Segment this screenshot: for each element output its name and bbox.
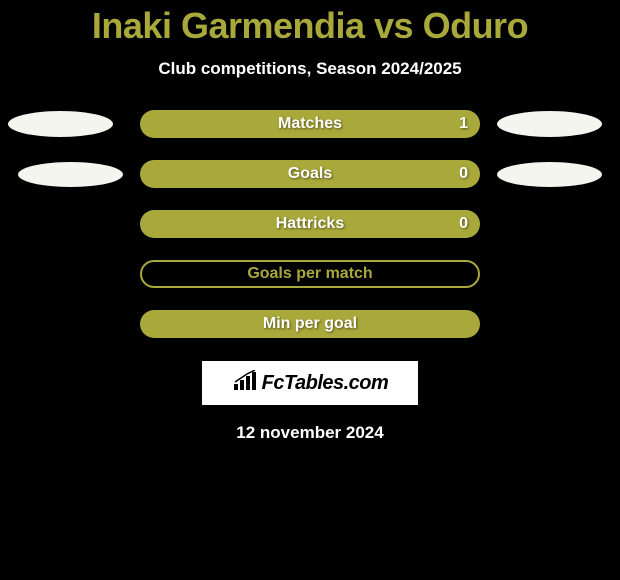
stat-value: 0 [459,165,468,183]
date-text: 12 november 2024 [0,423,620,443]
stat-label: Goals per match [247,265,372,283]
stat-bar: Goals per match [140,260,480,288]
stat-row-hattricks: Hattricks 0 [0,209,620,239]
stat-row-goals-per-match: Goals per match [0,259,620,289]
player-right-ellipse [497,111,602,137]
stat-label: Matches [278,115,342,133]
logo-box: FcTables.com [202,361,418,405]
page-title: Inaki Garmendia vs Oduro [0,5,620,47]
stat-bar: Hattricks 0 [140,210,480,238]
stat-label: Goals [288,165,332,183]
stat-label: Min per goal [263,315,357,333]
stat-value: 0 [459,215,468,233]
stats-list: Matches 1 Goals 0 Hattricks 0 Goals per … [0,109,620,339]
stat-value: 1 [459,115,468,133]
main-container: Inaki Garmendia vs Oduro Club competitio… [0,0,620,443]
subtitle: Club competitions, Season 2024/2025 [0,59,620,79]
stat-row-matches: Matches 1 [0,109,620,139]
logo-text: FcTables.com [262,372,389,395]
stat-bar: Goals 0 [140,160,480,188]
stat-label: Hattricks [276,215,344,233]
player-left-ellipse [18,162,123,187]
player-right-ellipse [497,162,602,187]
chart-icon [232,370,258,397]
stat-row-goals: Goals 0 [0,159,620,189]
stat-bar: Matches 1 [140,110,480,138]
player-left-ellipse [8,111,113,137]
stat-bar: Min per goal [140,310,480,338]
stat-row-min-per-goal: Min per goal [0,309,620,339]
